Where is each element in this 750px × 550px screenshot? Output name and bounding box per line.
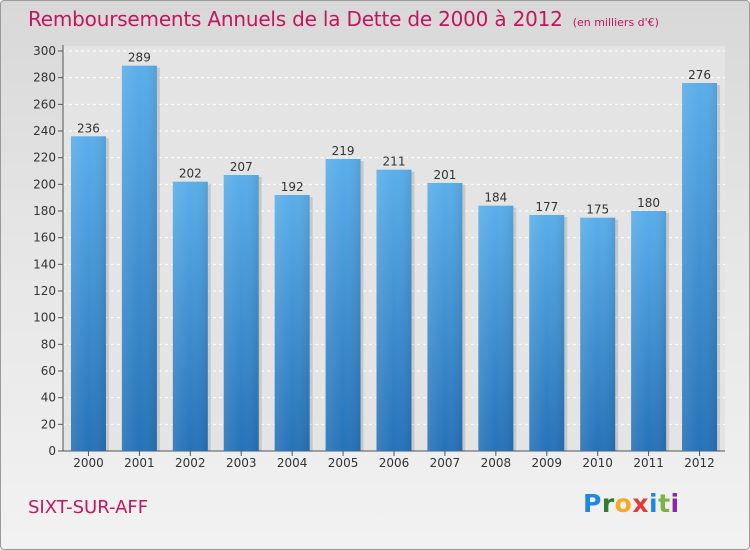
logo-letter: i bbox=[649, 489, 659, 518]
bar-shine bbox=[631, 211, 667, 451]
x-tick-label: 2000 bbox=[73, 456, 104, 470]
bar-shine bbox=[427, 183, 463, 451]
y-tick-label: 200 bbox=[33, 177, 56, 191]
y-tick-label: 260 bbox=[33, 97, 56, 111]
x-tick-label: 2003 bbox=[226, 456, 257, 470]
bar-shine bbox=[478, 205, 514, 451]
y-tick-label: 120 bbox=[33, 284, 56, 298]
y-tick-label: 280 bbox=[33, 71, 56, 85]
x-tick-label: 2001 bbox=[124, 456, 155, 470]
bar-shine bbox=[580, 217, 616, 451]
x-tick-label: 2006 bbox=[379, 456, 410, 470]
logo-letter: i bbox=[670, 489, 680, 518]
logo-letter: x bbox=[632, 489, 649, 518]
bars bbox=[70, 65, 721, 452]
x-tick-label: 2004 bbox=[277, 456, 308, 470]
y-tick-label: 60 bbox=[41, 364, 56, 378]
x-tick-label: 2009 bbox=[531, 456, 562, 470]
x-tick-label: 2012 bbox=[684, 456, 715, 470]
logo-letter: P bbox=[583, 489, 602, 518]
bar-shine bbox=[274, 195, 310, 451]
bar-shine bbox=[172, 181, 208, 451]
y-tick-label: 20 bbox=[41, 417, 56, 431]
y-tick-label: 180 bbox=[33, 204, 56, 218]
x-tick-label: 2005 bbox=[328, 456, 359, 470]
data-label: 211 bbox=[383, 155, 406, 169]
y-tick-label: 100 bbox=[33, 311, 56, 325]
data-label: 276 bbox=[688, 68, 711, 82]
x-tick-label: 2007 bbox=[430, 456, 461, 470]
chart-title-text: Remboursements Annuels de la Dette de 20… bbox=[28, 7, 563, 31]
bar-shine bbox=[121, 65, 157, 452]
place-name: SIXT-SUR-AFF bbox=[28, 497, 149, 518]
y-tick-label: 80 bbox=[41, 337, 56, 351]
data-label: 180 bbox=[637, 196, 660, 210]
data-label: 177 bbox=[535, 200, 558, 214]
logo-letter: t bbox=[658, 489, 671, 518]
bar-shine bbox=[376, 169, 412, 451]
labels: 2000 236 2001 289 2002 202 2003 207 2004 192 2005 2… bbox=[73, 51, 715, 470]
data-label: 184 bbox=[484, 191, 507, 205]
data-label: 192 bbox=[281, 180, 304, 194]
data-label: 202 bbox=[179, 167, 202, 181]
proxiti-logo: Proxiti bbox=[583, 489, 680, 518]
logo-letter: o bbox=[614, 489, 633, 518]
chart-title: Remboursements Annuels de la Dette de 20… bbox=[28, 7, 659, 31]
bar-shine bbox=[70, 136, 106, 452]
x-tick-label: 2002 bbox=[175, 456, 206, 470]
x-tick-label: 2008 bbox=[481, 456, 512, 470]
y-tick-label: 220 bbox=[33, 151, 56, 165]
y-tick-label: 140 bbox=[33, 257, 56, 271]
data-label: 236 bbox=[77, 121, 100, 135]
y-tick-label: 40 bbox=[41, 391, 56, 405]
x-tick-label: 2010 bbox=[582, 456, 613, 470]
y-tick-label: 300 bbox=[33, 44, 56, 58]
data-label: 219 bbox=[332, 144, 355, 158]
bar-shine bbox=[529, 215, 565, 451]
data-label: 207 bbox=[230, 160, 253, 174]
y-tick-label: 0 bbox=[48, 444, 56, 458]
bar-shine bbox=[682, 83, 718, 451]
logo-letter: r bbox=[601, 489, 615, 518]
chart-subtitle: (en milliers d'€) bbox=[572, 16, 659, 29]
y-tick-label: 160 bbox=[33, 231, 56, 245]
y-tick-label: 240 bbox=[33, 124, 56, 138]
bar-shine bbox=[223, 175, 259, 451]
bar-shine bbox=[325, 159, 361, 451]
data-label: 289 bbox=[128, 51, 151, 65]
data-label: 201 bbox=[433, 168, 456, 182]
data-label: 175 bbox=[586, 203, 609, 217]
x-tick-label: 2011 bbox=[633, 456, 664, 470]
